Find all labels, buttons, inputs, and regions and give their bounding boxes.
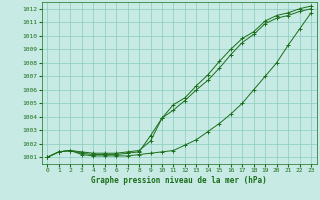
X-axis label: Graphe pression niveau de la mer (hPa): Graphe pression niveau de la mer (hPa) [91,176,267,185]
